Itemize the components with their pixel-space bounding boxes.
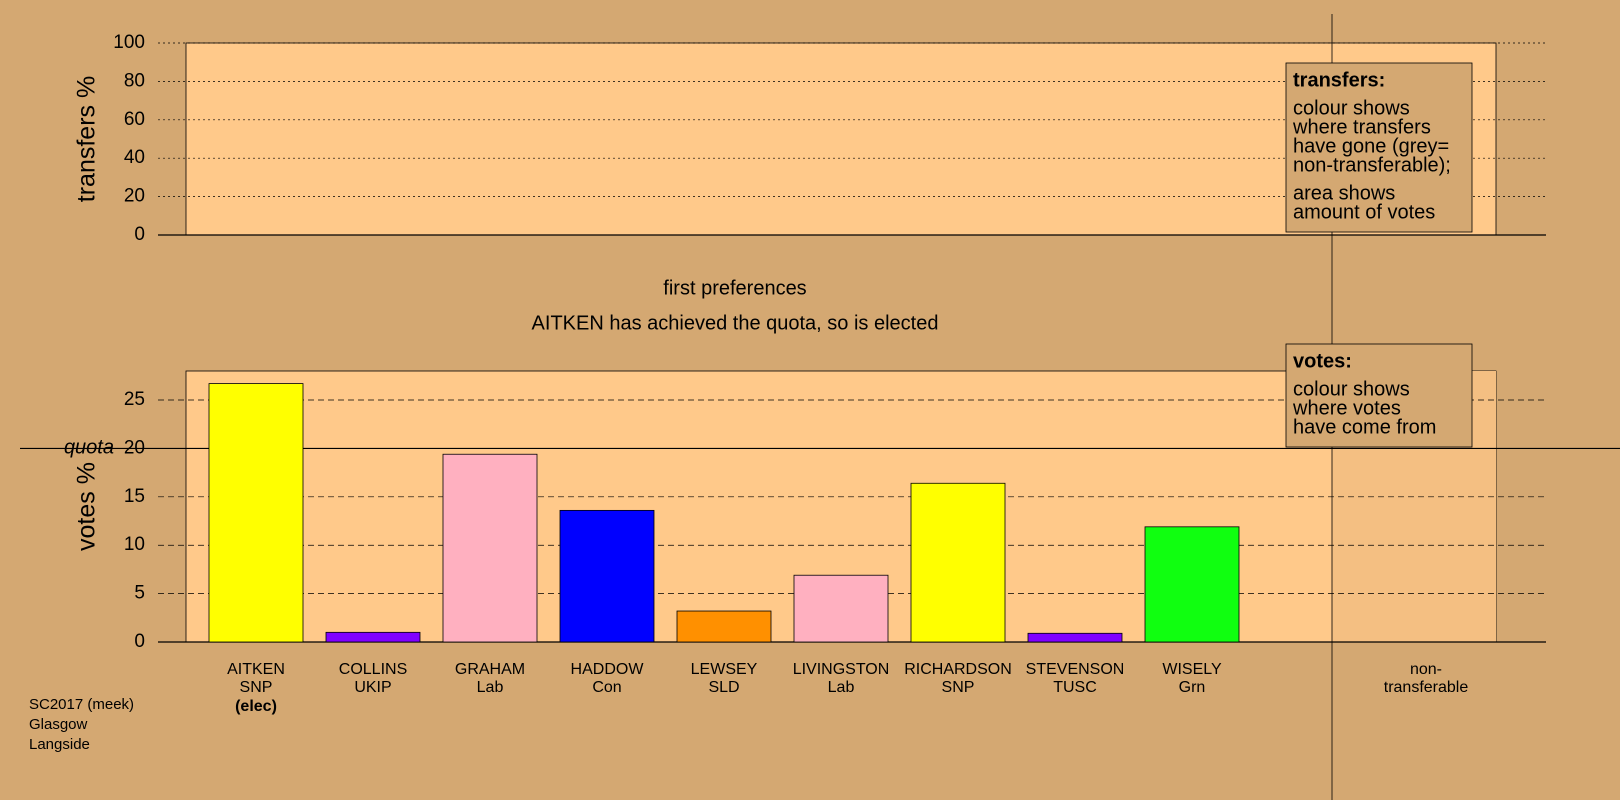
party-label: Con bbox=[592, 679, 621, 696]
party-label: Grn bbox=[1179, 679, 1206, 696]
y-axis-label: votes % bbox=[73, 462, 101, 551]
legend-text: have come from bbox=[1293, 416, 1436, 438]
party-label: UKIP bbox=[354, 679, 391, 696]
y-tick-label: 100 bbox=[113, 32, 145, 53]
legend-text: colour shows bbox=[1293, 378, 1410, 400]
x-tick-label: STEVENSON bbox=[1026, 661, 1125, 678]
y-tick-label: 5 bbox=[134, 583, 145, 604]
bar bbox=[208, 383, 304, 643]
y-tick-label: 20 bbox=[124, 186, 145, 207]
y-tick-label: 0 bbox=[134, 631, 145, 652]
x-tick-label: LIVINGSTON bbox=[793, 661, 890, 678]
legend-text: area shows bbox=[1293, 182, 1395, 204]
party-label: SNP bbox=[942, 679, 975, 696]
bar bbox=[910, 482, 1006, 643]
y-tick-label: 60 bbox=[124, 109, 145, 130]
legend-box bbox=[1285, 62, 1473, 233]
x-tick-label: LEWSEY bbox=[691, 661, 758, 678]
legend-box bbox=[1285, 343, 1473, 448]
footer-text: Langside bbox=[29, 736, 90, 753]
y-axis-label: transfers % bbox=[73, 76, 101, 202]
legend-text: where transfers bbox=[1292, 116, 1431, 138]
y-tick-label: 80 bbox=[124, 70, 145, 91]
legend-text: non-transferable); bbox=[1293, 154, 1451, 176]
party-label: SNP bbox=[240, 679, 273, 696]
party-label: TUSC bbox=[1053, 679, 1097, 696]
x-tick-label: COLLINS bbox=[339, 661, 407, 678]
x-tick-label: AITKEN bbox=[227, 661, 285, 678]
bar bbox=[793, 574, 889, 643]
legend-text: where votes bbox=[1292, 397, 1401, 419]
chart-title: first preferences bbox=[663, 277, 806, 299]
x-tick-label: non- bbox=[1410, 661, 1442, 678]
bar bbox=[559, 509, 655, 643]
legend-text: colour shows bbox=[1293, 97, 1410, 119]
legend-title: transfers: bbox=[1293, 69, 1385, 91]
quota-label: quota bbox=[64, 437, 114, 459]
bar bbox=[325, 631, 421, 643]
y-tick-label: 15 bbox=[124, 486, 145, 507]
x-tick-label: GRAHAM bbox=[455, 661, 525, 678]
bar bbox=[1144, 526, 1240, 643]
footer-text: Glasgow bbox=[29, 716, 88, 733]
y-tick-label: 0 bbox=[134, 224, 145, 245]
x-tick-label: RICHARDSON bbox=[904, 661, 1012, 678]
legend-title: votes: bbox=[1293, 350, 1352, 372]
bar bbox=[676, 610, 772, 643]
footer-text: SC2017 (meek) bbox=[29, 696, 134, 713]
legend-text: amount of votes bbox=[1293, 201, 1435, 223]
party-label: Lab bbox=[828, 679, 855, 696]
y-tick-label: 25 bbox=[124, 389, 145, 410]
legend-text: have gone (grey= bbox=[1293, 135, 1449, 157]
chart-title: AITKEN has achieved the quota, so is ele… bbox=[532, 312, 939, 334]
transfers-plot bbox=[185, 42, 1497, 236]
bar bbox=[442, 453, 538, 643]
party-label: SLD bbox=[708, 679, 739, 696]
party-label: Lab bbox=[477, 679, 504, 696]
y-tick-label: 10 bbox=[124, 534, 145, 555]
party-label: transferable bbox=[1384, 679, 1469, 696]
y-tick-label: 40 bbox=[124, 147, 145, 168]
bar bbox=[1027, 632, 1123, 643]
note-label: (elec) bbox=[235, 698, 277, 715]
x-tick-label: HADDOW bbox=[571, 661, 645, 678]
x-tick-label: WISELY bbox=[1162, 661, 1222, 678]
